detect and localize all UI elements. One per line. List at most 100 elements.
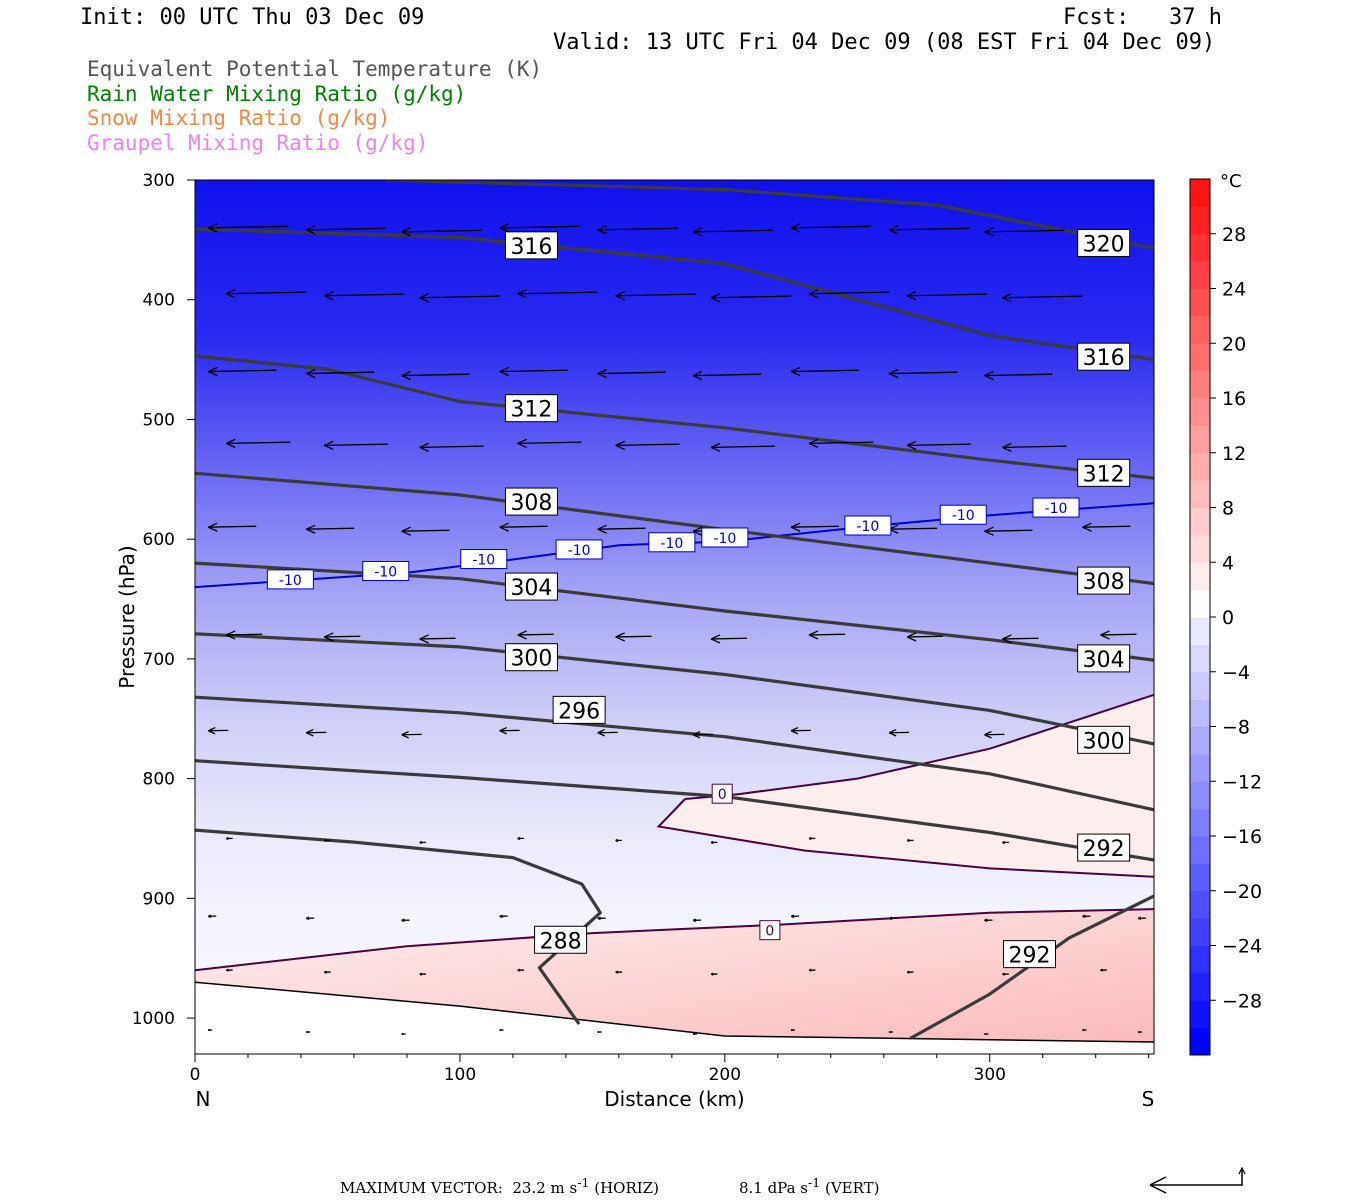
wind-head (419, 634, 429, 644)
wind-shaft (324, 443, 389, 447)
colorbar-unit: °C (1220, 171, 1242, 192)
wind-head (1100, 630, 1110, 640)
wind-head (305, 916, 310, 921)
wind-head (225, 289, 236, 299)
wind-arrow (1100, 630, 1137, 640)
theta-e-label-box (552, 695, 606, 724)
theta-e-contour-312-7 (195, 354, 1154, 480)
wind-head (323, 440, 334, 451)
wind-arrow (419, 972, 427, 976)
wind-shaft (711, 637, 748, 640)
wind-head (207, 726, 216, 735)
theta-e-label-box (1077, 725, 1131, 754)
colorbar-band (1190, 972, 1210, 1001)
wind-head (790, 1028, 793, 1032)
wind-head (207, 1028, 210, 1032)
wind-head (984, 918, 988, 923)
temp-label-box (939, 504, 987, 525)
temp-label-box (266, 569, 314, 590)
wind-arrow (984, 1032, 989, 1036)
wind-shaft (907, 293, 988, 297)
theta-e-contour-320-9 (385, 180, 1154, 250)
temp-label: -10 (1045, 501, 1068, 517)
y-tick-label: 400 (143, 291, 175, 311)
wind-arrow (888, 728, 910, 737)
wind-head (790, 522, 801, 532)
wind-shaft (615, 635, 652, 638)
wind-arrow (597, 916, 606, 921)
wind-arrow (207, 1028, 213, 1032)
wind-arrow (906, 632, 944, 642)
wind-shaft (226, 441, 291, 445)
colorbar-band (1190, 890, 1210, 919)
wind-head (808, 968, 812, 972)
wind-arrow (225, 630, 263, 640)
wind-arrow (984, 370, 1053, 381)
wind-arrow (597, 728, 618, 737)
wind-arrow (225, 438, 291, 449)
wind-arrow (710, 972, 718, 976)
colorbar-band (1190, 534, 1210, 563)
wind-head (984, 227, 994, 237)
colorbar-label: −12 (1222, 771, 1262, 793)
wind-arrow (710, 293, 792, 303)
wind-arrow (401, 1032, 406, 1036)
wind-arrow (1002, 634, 1039, 644)
reference-vector (1149, 1166, 1246, 1194)
colorbar-band (1190, 480, 1210, 508)
wind-head (790, 223, 801, 233)
wind-shaft (984, 229, 1065, 233)
temp-label-box (362, 561, 410, 582)
wind-shaft (889, 227, 970, 231)
wind-arrow (305, 524, 355, 534)
wind-arrow (906, 291, 988, 301)
wind-shaft (615, 293, 696, 297)
wind-head (517, 968, 521, 972)
y-tick-label: 900 (143, 889, 175, 909)
wind-head (499, 1028, 502, 1032)
wind-head (790, 914, 795, 919)
north-label: N (196, 1087, 211, 1111)
wind-head (906, 440, 917, 451)
y-tick-label: 800 (143, 770, 175, 790)
vert-value: 8.1 dPa s (738, 1179, 809, 1197)
theta-e-label: 316 (1083, 346, 1125, 371)
theta-e-label: 308 (1083, 570, 1125, 595)
wind-arrow (499, 726, 520, 735)
wind-shaft (809, 441, 874, 445)
wind-head (401, 227, 411, 237)
temp-label-box (648, 532, 696, 553)
wind-vectors (207, 223, 1147, 1036)
wind-arrow (710, 634, 748, 644)
horiz-tag: (HORIZ) (594, 1179, 659, 1197)
y-tick-label: 700 (143, 650, 175, 670)
wind-head (692, 370, 703, 381)
colorbar-band (1190, 179, 1210, 207)
wind-arrow (305, 728, 327, 737)
theta-e-label: 304 (1083, 648, 1125, 673)
wind-shaft (1002, 295, 1083, 299)
wind-shaft (889, 527, 938, 530)
wind-shaft (306, 527, 355, 530)
legend-rain: Rain Water Mixing Ratio (g/kg) (87, 82, 467, 106)
wind-shaft (517, 633, 554, 636)
colorbar-label: −24 (1222, 936, 1262, 958)
wind-arrow (692, 730, 714, 739)
wind-arrow (597, 524, 646, 534)
wind-arrow (1082, 522, 1131, 532)
wind-head (597, 728, 605, 737)
forecast-hour: Fcst: 37 h (1063, 5, 1222, 30)
colorbar-band (1190, 671, 1210, 700)
wind-head (710, 442, 721, 453)
wind-head (1082, 914, 1086, 919)
y-tick-label: 300 (143, 171, 175, 191)
colorbar-band (1190, 644, 1210, 673)
temp-label-box (711, 783, 733, 804)
colorbar-band (1190, 233, 1210, 262)
wind-shaft (226, 633, 263, 636)
wind-arrow (692, 1032, 698, 1036)
wind-head (597, 916, 601, 921)
wind-head (615, 632, 625, 642)
south-label: S (1142, 1087, 1155, 1111)
